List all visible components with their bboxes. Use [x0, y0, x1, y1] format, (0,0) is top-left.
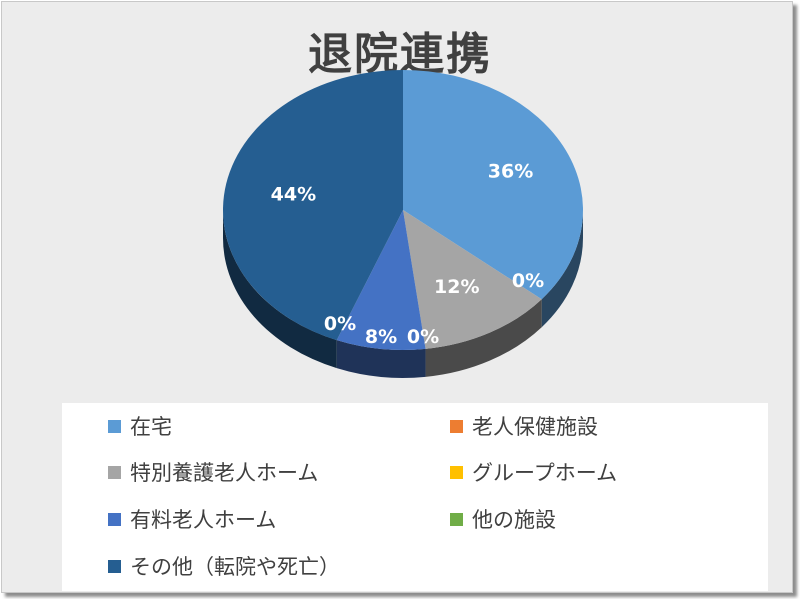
slice-side-0: [541, 210, 583, 328]
legend-item-other-facility: 他の施設: [450, 504, 556, 534]
pie-top-layer: [223, 70, 583, 350]
data-label-1: 0%: [512, 270, 544, 292]
legend-label-paid-nursing-home: 有料老人ホーム: [130, 508, 277, 532]
legend-swatch-group-home: [450, 465, 463, 479]
slice-side-2: [425, 299, 542, 377]
pie-depth-layer: [223, 210, 583, 378]
legend-swatch-paid-nursing-home: [108, 512, 121, 526]
pie-chart: 36% 0% 12% 0% 8% 0% 44%: [223, 70, 583, 378]
legend-item-special-nursing-home: 特別養護老人ホーム: [108, 457, 318, 487]
legend-label-other-facility: 他の施設: [472, 508, 556, 532]
legend-item-home: 在宅: [108, 411, 172, 441]
data-label-0: 36%: [488, 161, 533, 183]
legend-swatch-health-facility: [450, 419, 463, 433]
slice-side-6: [223, 210, 337, 369]
legend-label-other: その他（転院や死亡）: [130, 555, 340, 579]
legend-swatch-other: [108, 559, 121, 573]
pie-labels-layer: 36% 0% 12% 0% 8% 0% 44%: [271, 161, 544, 348]
legend-swatch-other-facility: [450, 512, 463, 526]
data-label-6: 44%: [271, 184, 316, 206]
legend-item-other: その他（転院や死亡）: [108, 551, 340, 581]
data-label-4: 8%: [365, 326, 397, 348]
slice-2: [403, 210, 542, 349]
legend-item-paid-nursing-home: 有料老人ホーム: [108, 504, 276, 534]
legend-swatch-home: [108, 419, 121, 433]
legend-swatch-special-nursing-home: [108, 465, 121, 479]
data-label-5: 0%: [324, 313, 356, 335]
legend-label-group-home: グループホーム: [472, 461, 618, 485]
slice-4: [336, 210, 426, 350]
data-label-2: 12%: [434, 276, 479, 298]
legend-item-group-home: グループホーム: [450, 457, 617, 487]
legend-label-health-facility: 老人保健施設: [472, 415, 598, 439]
legend-label-home: 在宅: [130, 415, 172, 439]
data-label-3: 0%: [407, 326, 439, 348]
slice-6: [223, 70, 403, 341]
legend: 在宅 老人保健施設 特別養護老人ホーム グループホーム 有料老人ホーム 他の施設…: [62, 403, 768, 591]
legend-label-special-nursing-home: 特別養護老人ホーム: [130, 461, 319, 485]
legend-item-health-facility: 老人保健施設: [450, 411, 598, 441]
slice-side-4: [336, 340, 426, 378]
slice-0: [403, 70, 583, 300]
